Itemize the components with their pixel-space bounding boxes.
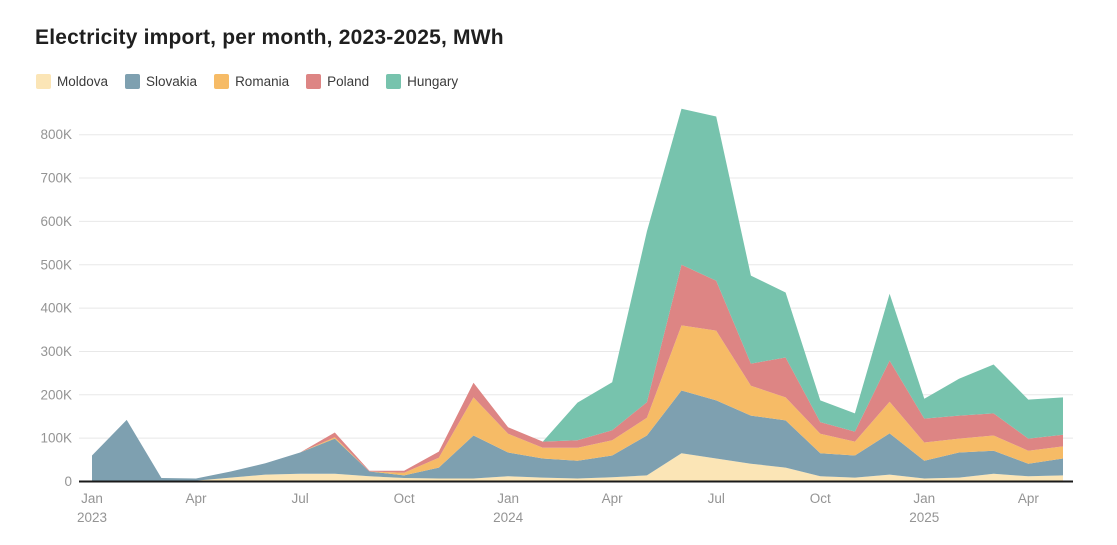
- x-tick-label-month: Oct: [394, 491, 415, 506]
- x-tick-label-month: Jan: [497, 491, 519, 506]
- x-tick-label-year: 2023: [77, 510, 107, 525]
- x-tick-label-year: 2024: [493, 510, 524, 525]
- area-romania[interactable]: [92, 325, 1063, 479]
- legend-item-poland[interactable]: Poland: [306, 74, 369, 89]
- y-tick-label: 700K: [40, 171, 72, 186]
- y-tick-label: 600K: [40, 214, 72, 229]
- y-tick-label: 100K: [40, 431, 72, 446]
- legend-label: Romania: [235, 74, 290, 89]
- legend-label: Moldova: [57, 74, 109, 89]
- y-tick-label: 0: [64, 474, 72, 489]
- y-tick-label: 800K: [40, 127, 72, 142]
- x-tick-label-month: Jan: [81, 491, 103, 506]
- chart-legend: Moldova Slovakia Romania Poland Hungary: [36, 74, 458, 89]
- y-tick-label: 300K: [40, 344, 72, 359]
- legend-swatch-hungary: [386, 74, 402, 89]
- x-tick-label-month: Oct: [810, 491, 831, 506]
- y-tick-label: 500K: [40, 257, 72, 272]
- area-hungary[interactable]: [92, 108, 1063, 479]
- legend-swatch-poland: [306, 74, 322, 89]
- chart-title: Electricity import, per month, 2023-2025…: [35, 26, 504, 49]
- legend-item-hungary[interactable]: Hungary: [386, 74, 458, 89]
- legend-label: Hungary: [407, 74, 459, 89]
- legend-label: Slovakia: [146, 74, 198, 89]
- x-tick-label-year: 2025: [909, 510, 939, 525]
- legend-swatch-slovakia: [125, 74, 141, 89]
- x-tick-label-month: Jan: [913, 491, 935, 506]
- y-tick-label: 200K: [40, 387, 72, 402]
- area-poland[interactable]: [92, 264, 1063, 479]
- legend-item-slovakia[interactable]: Slovakia: [125, 74, 197, 89]
- x-tick-label-month: Apr: [1018, 491, 1040, 506]
- axis-tick-labels: 0 100K 200K 300K 400K 500K 600K 700K 800K Jan 2023…: [40, 127, 1039, 525]
- x-tick-label-month: Jul: [708, 491, 725, 506]
- legend-item-romania[interactable]: Romania: [214, 74, 289, 89]
- legend-swatch-romania: [214, 74, 230, 89]
- gridlines: [79, 134, 1073, 439]
- legend-swatch-moldova: [36, 74, 51, 89]
- chart-areas: [92, 108, 1063, 482]
- area-slovakia[interactable]: [92, 390, 1063, 482]
- y-tick-label: 400K: [40, 301, 72, 316]
- x-tick-label-month: Jul: [291, 491, 308, 506]
- legend-label: Poland: [327, 74, 370, 89]
- legend-item-moldova[interactable]: Moldova: [36, 74, 108, 89]
- x-tick-label-month: Apr: [186, 491, 208, 506]
- area-moldova[interactable]: [92, 453, 1063, 482]
- x-tick-label-month: Apr: [602, 491, 624, 506]
